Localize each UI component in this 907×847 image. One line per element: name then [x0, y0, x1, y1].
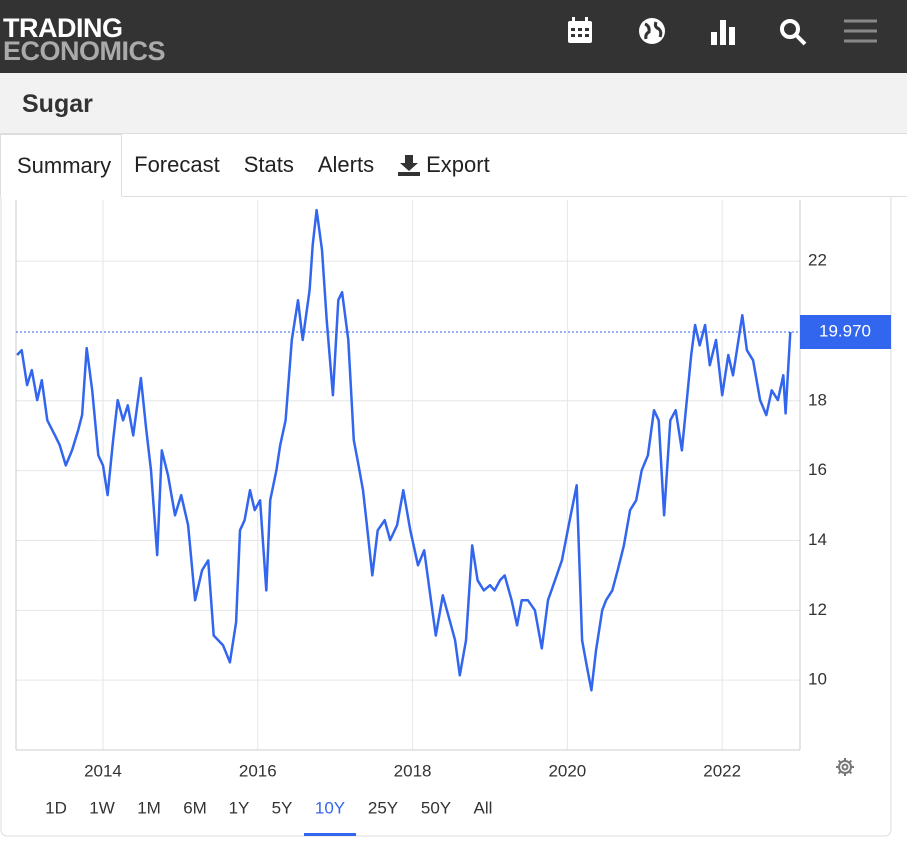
- range-underline: [304, 833, 356, 836]
- range-button[interactable]: 6M: [183, 798, 207, 817]
- tab-label: Summary: [17, 152, 112, 178]
- top-bar: TRADING ECONOMICS: [0, 0, 907, 73]
- current-label: 19.970: [819, 321, 871, 340]
- x-tick-label: 2022: [703, 761, 741, 780]
- download-icon: [398, 155, 421, 176]
- tab[interactable]: Export: [386, 134, 502, 196]
- range-button[interactable]: All: [474, 798, 493, 817]
- tab-label: Forecast: [134, 152, 220, 177]
- range-button[interactable]: 10Y: [315, 798, 345, 817]
- calendar-icon[interactable]: [568, 17, 592, 43]
- range-button[interactable]: 1D: [45, 798, 67, 817]
- y-tick-label: 22: [808, 251, 827, 270]
- tab-label: Export: [426, 152, 490, 177]
- range-button[interactable]: 1M: [137, 798, 161, 817]
- tab[interactable]: Forecast: [122, 134, 232, 196]
- y-tick-label: 10: [808, 670, 827, 689]
- tab[interactable]: Summary: [0, 134, 123, 197]
- range-button[interactable]: 5Y: [272, 798, 293, 817]
- range-button[interactable]: 1Y: [229, 798, 250, 817]
- tab[interactable]: Stats: [232, 134, 306, 196]
- top-icons: [568, 17, 877, 46]
- chart-frame: [0, 197, 892, 837]
- x-tick-label: 2020: [548, 761, 586, 780]
- range-button[interactable]: 25Y: [368, 798, 398, 817]
- chart: 10 12 14 16 18 22 2014 2016 2018 2020 2022 19.970 1D…: [0, 197, 892, 837]
- y-tick-label: 16: [808, 460, 827, 479]
- logo-top[interactable]: TRADING: [3, 13, 123, 43]
- price-line: [16, 208, 792, 692]
- y-tick-label: 12: [808, 600, 827, 619]
- tab-label: Stats: [243, 152, 294, 177]
- menu-icon[interactable]: [844, 19, 877, 43]
- y-tick-label: 18: [808, 390, 827, 409]
- search-icon[interactable]: [780, 19, 807, 46]
- settings-icon[interactable]: [836, 758, 854, 776]
- x-tick-label: 2016: [239, 761, 277, 780]
- tab-label: Alerts: [317, 152, 375, 177]
- globe-icon[interactable]: [639, 18, 665, 44]
- x-tick-label: 2014: [84, 761, 122, 780]
- tab[interactable]: Alerts: [306, 134, 386, 196]
- range-button[interactable]: 50Y: [421, 798, 451, 817]
- chart-icon[interactable]: [711, 20, 735, 45]
- x-tick-label: 2018: [394, 761, 432, 780]
- tabs: Summary Forecast Stats Alerts Export: [0, 134, 907, 197]
- title-bar: Sugar: [0, 73, 907, 134]
- range-button[interactable]: 1W: [89, 798, 115, 817]
- logo-bottom[interactable]: ECONOMICS: [3, 36, 166, 66]
- page-title: Sugar: [22, 90, 93, 118]
- y-tick-label: 14: [808, 530, 827, 549]
- current-box: [800, 315, 891, 349]
